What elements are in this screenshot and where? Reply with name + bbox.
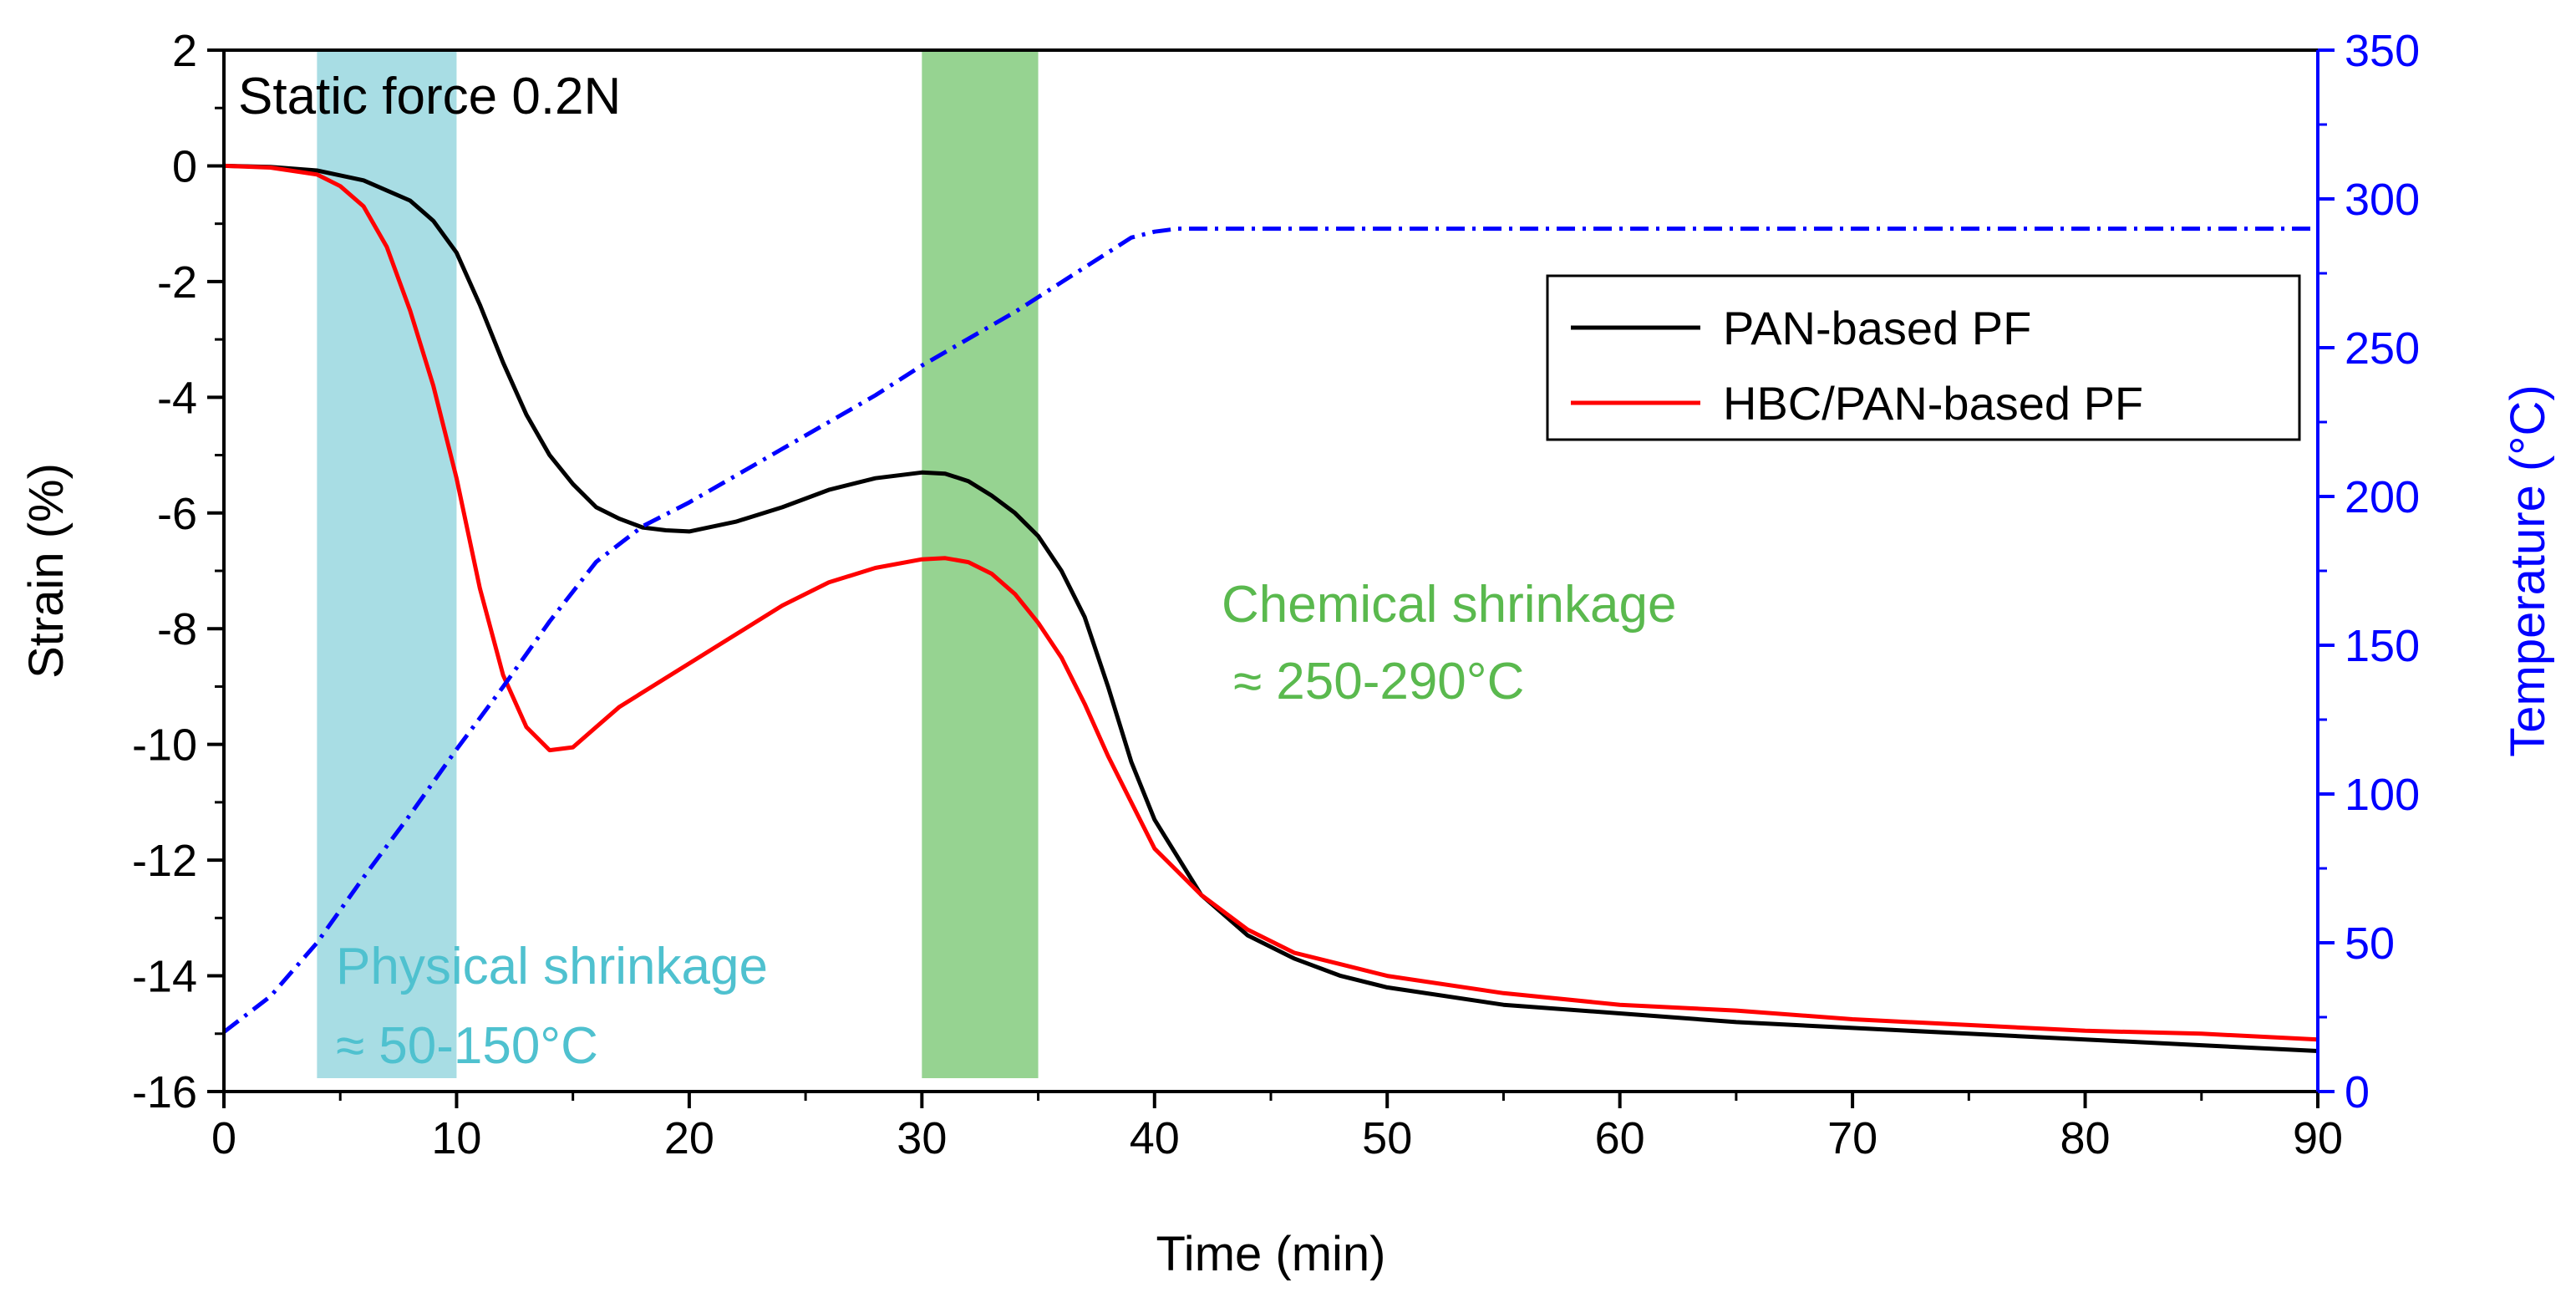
y-tick-label: -10: [132, 720, 197, 771]
x-tick-label: 60: [1595, 1113, 1645, 1163]
legend-label-hbc: HBC/PAN-based PF: [1723, 377, 2143, 430]
series-line-2: [222, 226, 2318, 1034]
y-axis-title: Strain (%): [19, 463, 74, 679]
y2-tick-label: 300: [2345, 175, 2420, 225]
physical-shrinkage-range: ≈ 50-150°C: [336, 1017, 598, 1075]
y2-tick-label: 50: [2345, 919, 2395, 969]
y-tick-label: -16: [132, 1067, 197, 1117]
x-tick-label: 40: [1130, 1113, 1180, 1163]
shaded-regions: [317, 50, 1039, 1078]
legend: PAN-based PF HBC/PAN-based PF: [1546, 274, 2301, 441]
y2-tick-label: 100: [2345, 770, 2420, 820]
x-tick-label: 10: [431, 1113, 481, 1163]
x-tick-label: 70: [1827, 1113, 1877, 1163]
plot-frame: [222, 48, 2319, 1093]
x-tick-label: 0: [211, 1113, 236, 1163]
y2-tick-label: 0: [2345, 1067, 2370, 1117]
x-tick-label: 80: [2060, 1113, 2111, 1163]
series-lines: [222, 163, 2319, 1053]
y2-tick-label: 350: [2345, 26, 2420, 76]
legend-box: [1546, 274, 2301, 441]
y-tick-label: -12: [132, 836, 197, 886]
y-tick-label: -14: [132, 952, 197, 1002]
x-tick-label: 30: [897, 1113, 947, 1163]
shaded-region-1: [922, 50, 1039, 1078]
axis-ticks: 0 10 20 30 40 50 60 70 80 9020-2-4-6-8-10-12-14-1…: [132, 26, 2420, 1163]
y-tick-label: -8: [157, 604, 197, 654]
chemical-shrinkage-label: Chemical shrinkage: [1222, 576, 1676, 634]
y-tick-label: -2: [157, 257, 197, 308]
x-tick-label: 50: [1362, 1113, 1412, 1163]
y-tick-label: 0: [172, 141, 197, 191]
static-force-annotation: Static force 0.2N: [238, 68, 621, 125]
y-tick-label: 2: [172, 26, 197, 76]
y-tick-label: -6: [157, 489, 197, 539]
series-line-0: [223, 163, 2319, 1053]
shaded-region-0: [317, 50, 457, 1078]
x-tick-label: 20: [664, 1113, 714, 1163]
y2-axis-title: Temperature (°C): [2501, 384, 2555, 756]
y2-tick-label: 200: [2345, 472, 2420, 522]
x-axis-title: Time (min): [1156, 1227, 1386, 1281]
y2-tick-label: 150: [2345, 621, 2420, 671]
y2-tick-label: 250: [2345, 323, 2420, 374]
x-tick-label: 90: [2293, 1113, 2343, 1163]
chemical-shrinkage-range: ≈ 250-290°C: [1233, 653, 1524, 710]
y-tick-label: -4: [157, 373, 197, 423]
series-line-1: [223, 163, 2319, 1042]
physical-shrinkage-label: Physical shrinkage: [336, 938, 768, 995]
legend-label-pan: PAN-based PF: [1723, 302, 2031, 354]
